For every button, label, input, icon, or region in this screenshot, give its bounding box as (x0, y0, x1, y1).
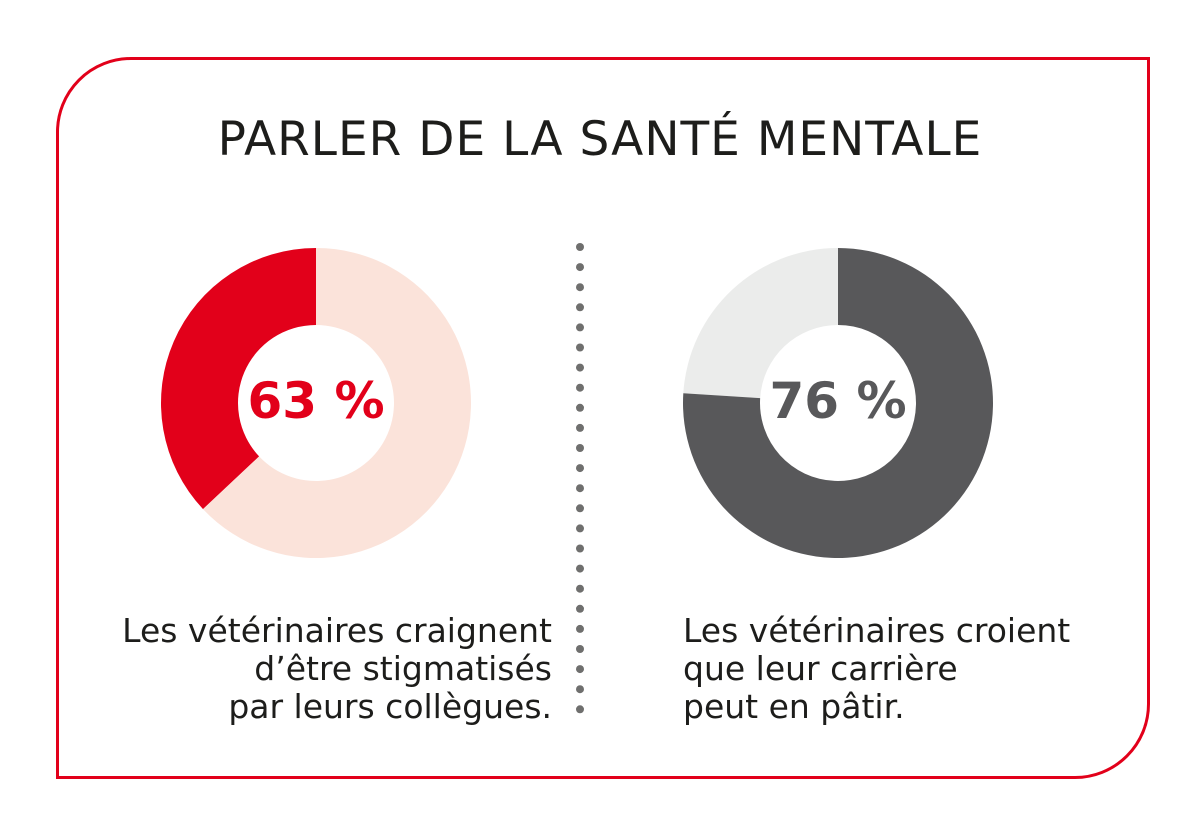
divider-dot (576, 444, 584, 452)
divider-dot (576, 383, 584, 392)
divider-dot (576, 665, 584, 674)
donut-left-label: 63 % (247, 372, 385, 430)
donut-right-label: 76 % (769, 372, 907, 430)
caption-left-line: d’être stigmatisés (254, 649, 552, 688)
divider-dot (576, 243, 584, 251)
donut-left-segment-1 (203, 248, 471, 558)
caption-left-line: par leurs collègues. (228, 687, 552, 726)
caption-left: Les vétérinaires craignent d’être stigma… (122, 612, 552, 726)
divider-dot (576, 564, 584, 573)
caption-right-line: que leur carrière (683, 649, 958, 688)
donut-right-segment-0 (683, 248, 838, 399)
divider-dot (576, 423, 584, 432)
divider-dot (576, 263, 584, 272)
divider-dot (576, 544, 584, 553)
divider-dot (576, 524, 584, 533)
page-title: PARLER DE LA SANTÉ MENTALE (217, 112, 983, 167)
infographic-frame (56, 57, 1150, 779)
divider-dot (576, 363, 584, 372)
divider-dot (576, 645, 584, 653)
caption-right-line: peut en pâtir. (683, 687, 905, 726)
divider-dot (576, 584, 584, 593)
divider-dot (576, 464, 584, 473)
divider-dot (576, 604, 584, 613)
divider-dot (576, 323, 584, 332)
divider-dot (576, 705, 584, 714)
donut-right-segment-1 (682, 248, 993, 559)
divider-dot (576, 343, 584, 352)
caption-left-line: Les vétérinaires craignent (122, 611, 552, 650)
divider-dot (576, 685, 584, 694)
divider-dot (576, 303, 584, 312)
donut-left-segment-0 (160, 248, 316, 510)
caption-right-line: Les vétérinaires croient (683, 611, 1071, 650)
caption-right: Les vétérinaires croient que leur carriè… (683, 612, 1070, 726)
divider-dot (576, 484, 584, 493)
divider-dot (576, 403, 584, 412)
divider-dot (576, 283, 584, 292)
divider-dot (576, 624, 584, 633)
divider-dot (576, 504, 584, 513)
